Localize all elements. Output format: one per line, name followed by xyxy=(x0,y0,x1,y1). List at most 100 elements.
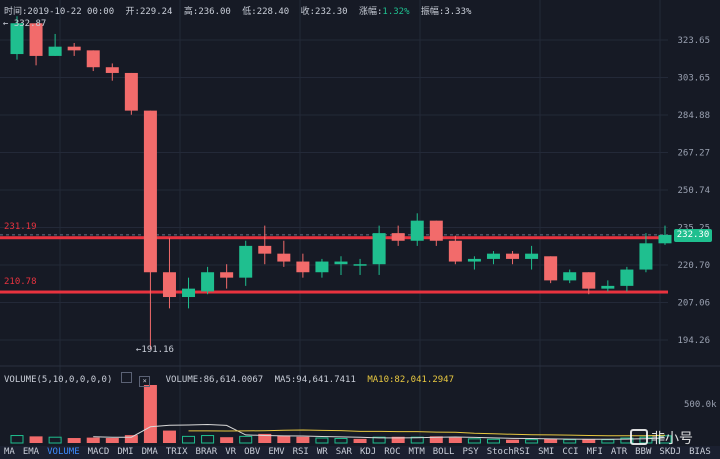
volume-bar xyxy=(67,438,81,443)
min-marker: ←191.16 xyxy=(136,345,174,355)
tab-mfi[interactable]: MFI xyxy=(586,447,603,457)
amplitude-value: 3.33% xyxy=(444,7,472,17)
volume-bar xyxy=(86,437,100,443)
candle-body xyxy=(86,50,100,68)
candle-body xyxy=(620,269,634,286)
tab-skdj[interactable]: SKDJ xyxy=(659,447,682,457)
y-tick-label: 250.74 xyxy=(677,186,710,196)
candle-body xyxy=(29,23,43,56)
candle-bodies xyxy=(10,23,672,298)
candle-body xyxy=(601,285,615,289)
volume-bar xyxy=(334,437,348,444)
max-marker: ← 332.87 xyxy=(3,19,47,29)
watermark: 非小号 xyxy=(630,428,693,448)
close-icon[interactable]: × xyxy=(139,376,151,387)
candle-body xyxy=(296,261,310,273)
tab-emv[interactable]: EMV xyxy=(268,447,285,457)
tab-smi[interactable]: SMI xyxy=(538,447,555,457)
volume-bar xyxy=(296,436,310,443)
y-tick-label: 323.65 xyxy=(677,36,710,46)
tab-mtm[interactable]: MTM xyxy=(408,447,425,457)
volume-ma5-line xyxy=(93,423,666,440)
tab-sar[interactable]: SAR xyxy=(335,447,352,457)
support-line xyxy=(0,290,668,294)
tab-obv[interactable]: OBV xyxy=(244,447,261,457)
tab-bbw[interactable]: BBW xyxy=(635,447,652,457)
volume-bar xyxy=(448,437,462,443)
settings-icon[interactable] xyxy=(120,372,132,383)
close-label: 收: xyxy=(300,7,316,17)
volume-bar xyxy=(48,436,62,444)
tab-roc[interactable]: ROC xyxy=(384,447,401,457)
level-high-label: 231.19 xyxy=(4,222,37,232)
candle-body xyxy=(391,233,405,241)
tab-cci[interactable]: CCI xyxy=(562,447,579,457)
volume-bar xyxy=(506,439,520,443)
volume-bar xyxy=(315,437,329,444)
tab-brar[interactable]: BRAR xyxy=(195,447,218,457)
volume-legend: VOLUME(5,10,0,0,0,0) × VOLUME:86,614.006… xyxy=(4,372,454,387)
candle-body xyxy=(315,261,329,273)
tab-rsi[interactable]: RSI xyxy=(292,447,309,457)
volume-bar xyxy=(525,439,539,444)
volume-bar xyxy=(105,438,119,443)
volume-bar xyxy=(467,438,481,444)
low-value: 228.40 xyxy=(256,7,290,17)
candle-body xyxy=(239,245,253,278)
volume-indicator-label: VOLUME(5,10,0,0,0,0) xyxy=(4,375,113,385)
tab-dma[interactable]: DMA xyxy=(141,447,158,457)
y-tick-label: 194.26 xyxy=(677,336,710,346)
time-value: 2019-10-22 00:00 xyxy=(27,7,115,17)
volume-bar xyxy=(391,436,405,443)
volume-bar xyxy=(658,435,672,444)
high-value: 236.00 xyxy=(198,7,231,17)
tab-vr[interactable]: VR xyxy=(225,447,237,457)
candle-body xyxy=(467,258,481,262)
candle-body xyxy=(582,272,596,289)
open-label: 开: xyxy=(125,7,140,17)
tab-macd[interactable]: MACD xyxy=(87,447,110,457)
watermark-logo-icon xyxy=(630,429,648,445)
volume-bar xyxy=(601,439,615,444)
volume-bar xyxy=(486,438,500,444)
tab-ema[interactable]: EMA xyxy=(22,447,40,457)
candle-body xyxy=(258,245,272,254)
tab-bias[interactable]: BIAS xyxy=(689,447,711,457)
tab-ma[interactable]: MA xyxy=(4,447,15,457)
candle-body xyxy=(639,243,653,270)
tab-volume[interactable]: VOLUME xyxy=(47,447,80,457)
y-tick-label: 220.70 xyxy=(677,261,710,271)
candle-body xyxy=(182,288,196,298)
y-tick-label: 235.25 xyxy=(677,223,710,233)
support-resistance-lines xyxy=(0,234,668,294)
tab-atr[interactable]: ATR xyxy=(610,447,628,457)
tab-trix[interactable]: TRIX xyxy=(165,447,188,457)
resistance-line xyxy=(0,236,668,240)
high-label: 高: xyxy=(183,7,199,17)
last-price-tag: 232.30 xyxy=(674,229,712,242)
change-value: 1.32% xyxy=(382,7,410,17)
candle-body xyxy=(220,272,234,278)
candle-wicks xyxy=(16,16,666,350)
tab-psy[interactable]: PSY xyxy=(462,447,479,457)
ohlc-header: 时间:2019-10-22 00:00 开:229.24 高:236.00 低:… xyxy=(4,4,471,17)
tab-stochrsi[interactable]: StochRSI xyxy=(486,447,531,457)
volume-bar xyxy=(563,439,577,444)
volume-bar xyxy=(29,436,43,443)
tab-boll[interactable]: BOLL xyxy=(432,447,455,457)
candle-body xyxy=(201,272,215,292)
tab-wr[interactable]: WR xyxy=(316,447,328,457)
tab-dmi[interactable]: DMI xyxy=(117,447,134,457)
watermark-text: 非小号 xyxy=(651,431,693,447)
low-label: 低: xyxy=(242,7,257,17)
volume-bar xyxy=(162,430,176,443)
y-tick-label: 267.27 xyxy=(677,148,710,158)
tab-kdj[interactable]: KDJ xyxy=(359,447,377,457)
candle-body xyxy=(525,253,539,259)
volume-ma-lines xyxy=(93,423,666,440)
candle-body xyxy=(10,23,24,55)
volume-bar xyxy=(353,438,367,443)
grid-lines xyxy=(0,0,720,440)
